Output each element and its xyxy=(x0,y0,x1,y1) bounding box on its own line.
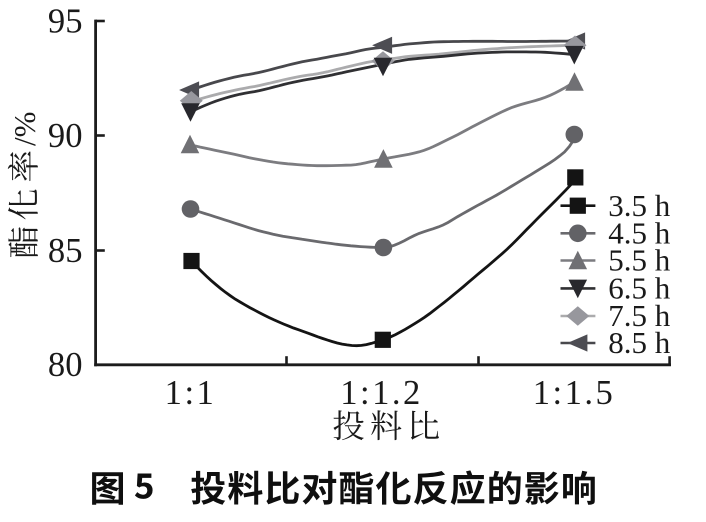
svg-text:1:1.2: 1:1.2 xyxy=(340,374,423,412)
svg-text:3.5 h: 3.5 h xyxy=(608,188,671,223)
svg-text:5.5 h: 5.5 h xyxy=(608,243,671,278)
svg-text:90: 90 xyxy=(48,117,83,155)
svg-text:1:1.5: 1:1.5 xyxy=(533,374,616,412)
svg-text:1:1: 1:1 xyxy=(165,374,217,412)
svg-text:8.5 h: 8.5 h xyxy=(608,325,671,360)
svg-text:85: 85 xyxy=(48,232,83,270)
svg-text:80: 80 xyxy=(48,346,83,384)
svg-text:4.5 h: 4.5 h xyxy=(608,216,671,251)
svg-text:6.5 h: 6.5 h xyxy=(608,271,671,306)
svg-text:7.5 h: 7.5 h xyxy=(608,298,671,333)
svg-text:/%: /% xyxy=(7,112,42,146)
svg-text:95: 95 xyxy=(48,2,83,40)
